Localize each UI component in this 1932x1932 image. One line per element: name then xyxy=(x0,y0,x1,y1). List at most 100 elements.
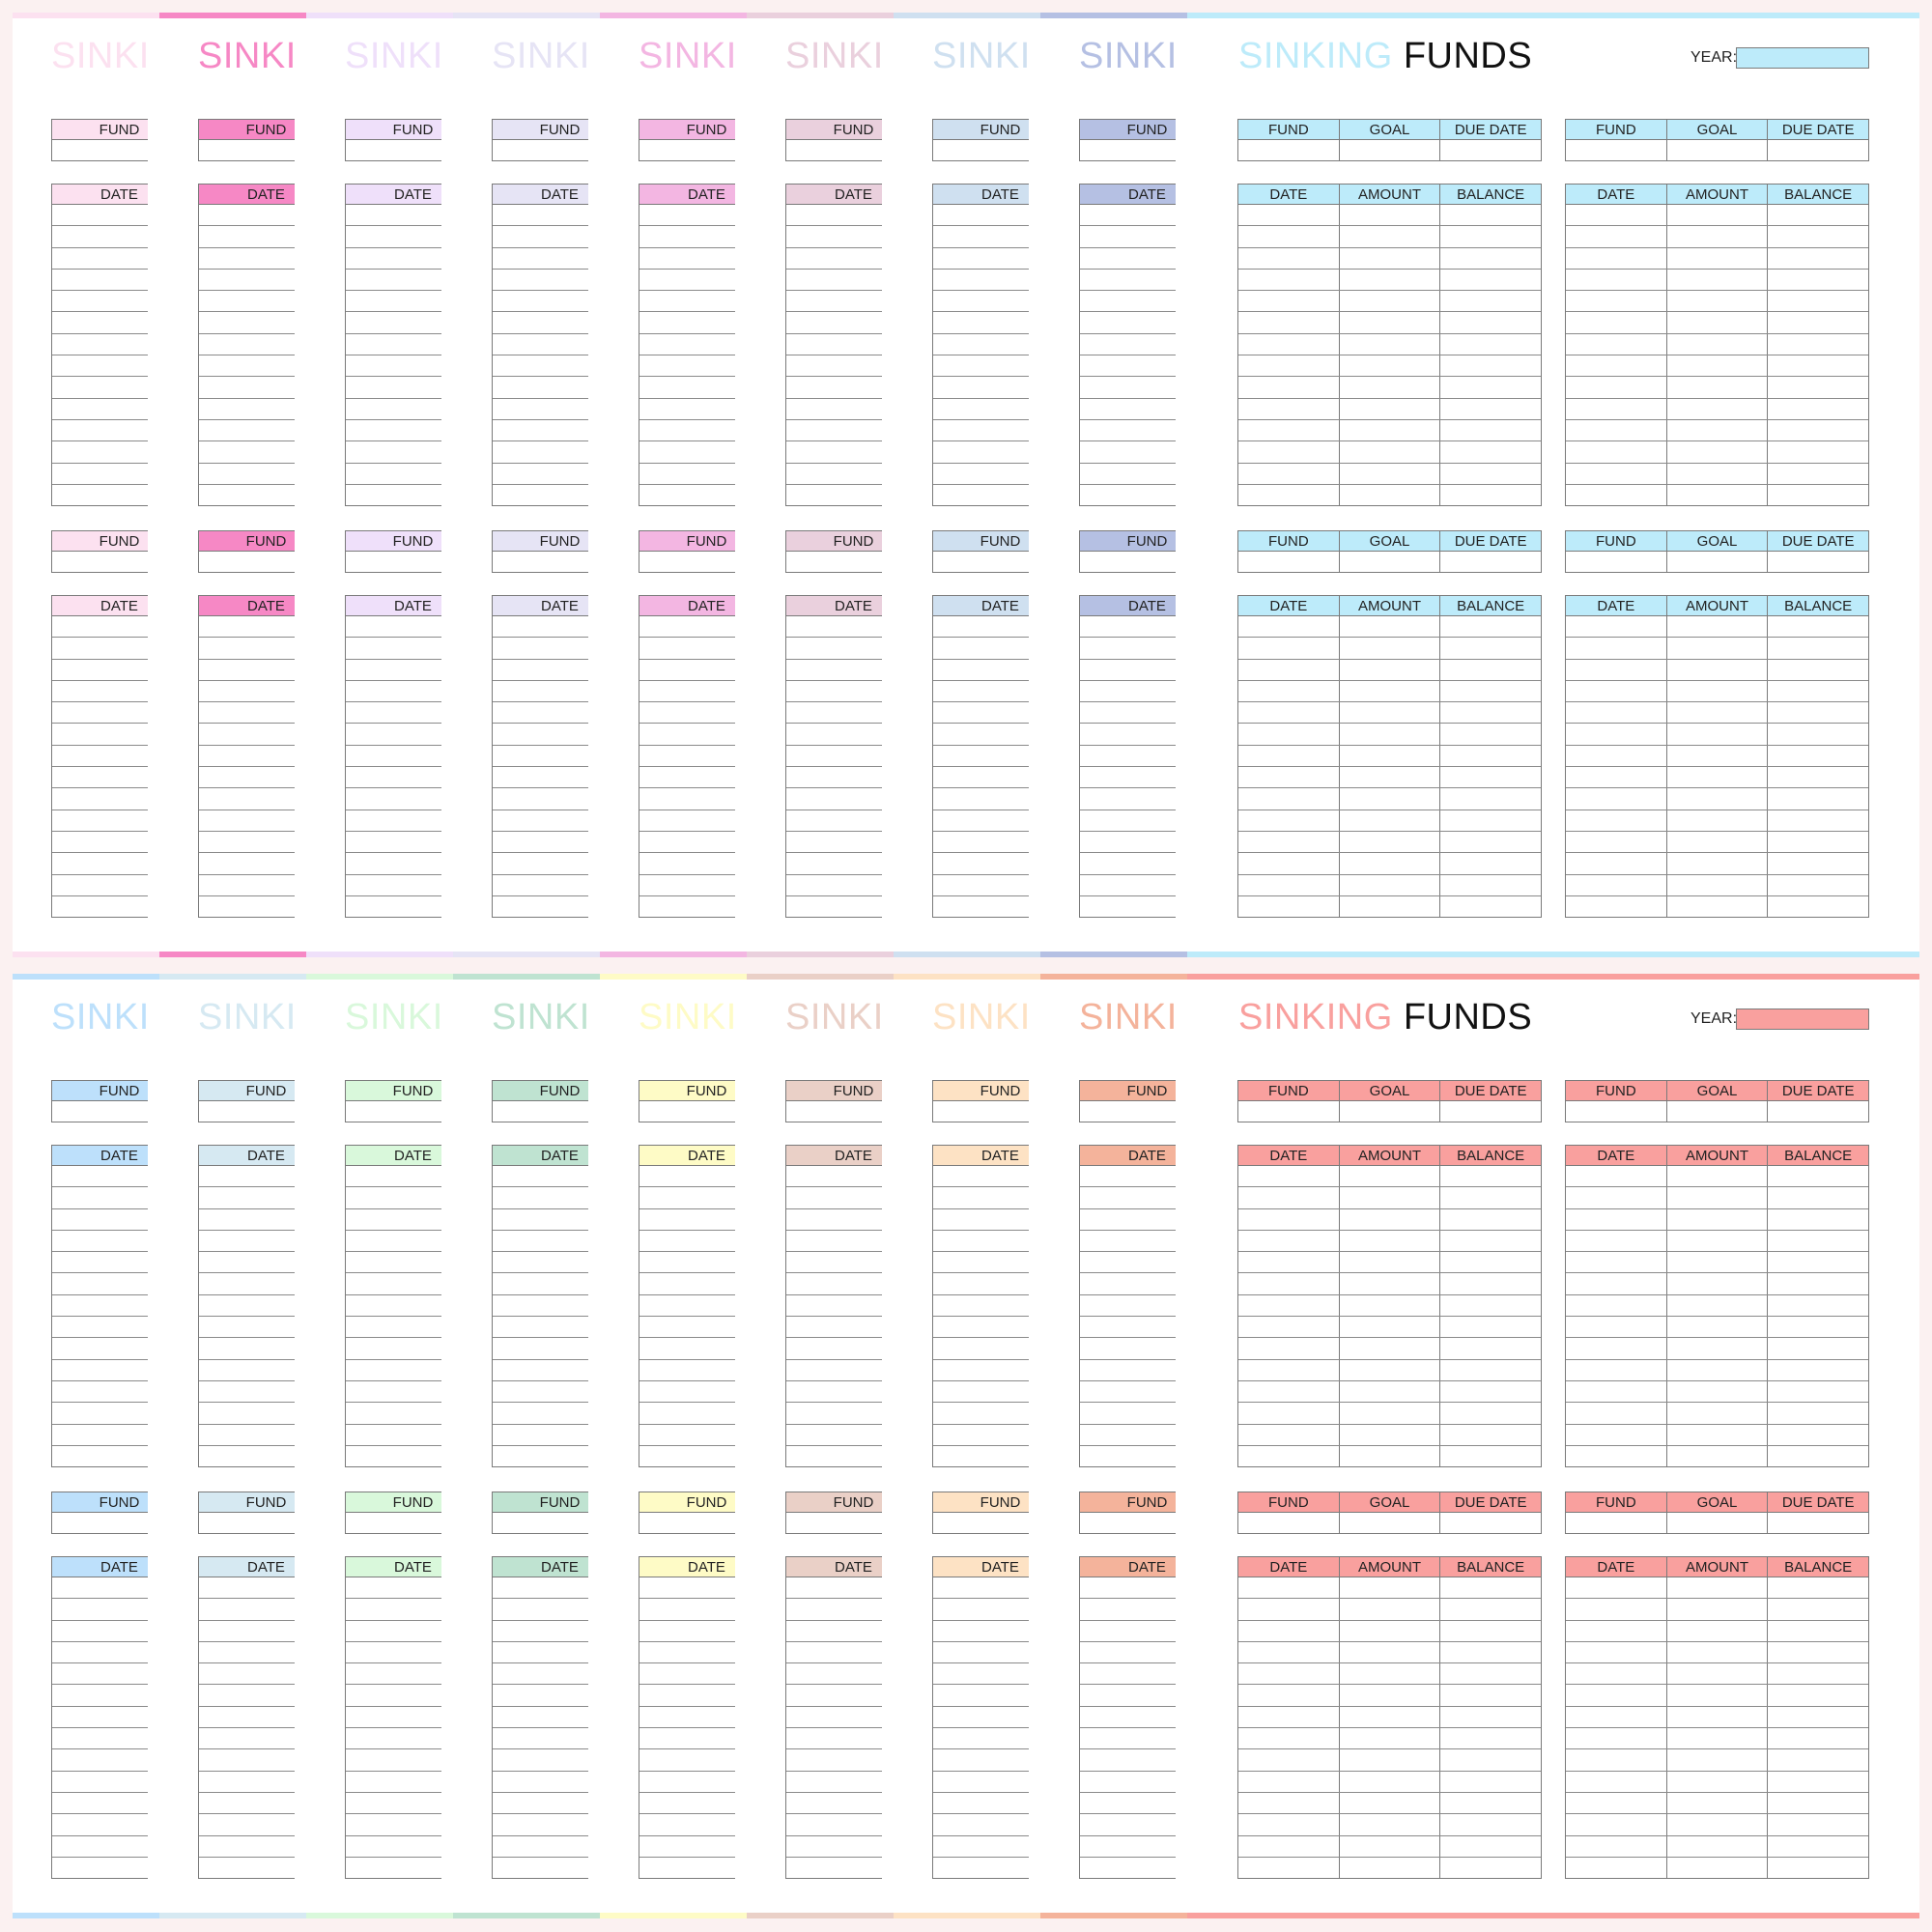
entry-cell[interactable] xyxy=(786,1577,882,1598)
entry-cell[interactable] xyxy=(933,205,1029,225)
entry-cell[interactable] xyxy=(1338,1577,1440,1599)
entry-cell[interactable] xyxy=(933,441,1029,462)
entry-cell[interactable] xyxy=(1439,767,1541,788)
entry-cell[interactable] xyxy=(1080,485,1176,506)
entry-cell[interactable] xyxy=(639,226,735,246)
year-input[interactable] xyxy=(1736,47,1869,69)
entry-cell[interactable] xyxy=(1338,291,1440,312)
entry-cell[interactable] xyxy=(786,1209,882,1230)
entry-cell[interactable] xyxy=(1338,874,1440,895)
entry-cell[interactable] xyxy=(199,1209,295,1230)
entry-cell[interactable] xyxy=(933,1166,1029,1186)
entry-cell[interactable] xyxy=(1566,810,1666,831)
entry-cell[interactable] xyxy=(1767,1641,1868,1663)
entry-cell[interactable] xyxy=(1439,1294,1541,1317)
entry-cell[interactable] xyxy=(1767,1835,1868,1857)
entry-cell[interactable] xyxy=(346,853,441,873)
entry-cell[interactable] xyxy=(1767,291,1868,312)
entry-cell[interactable] xyxy=(639,1252,735,1272)
entry-cell[interactable] xyxy=(52,485,148,506)
entry-cell[interactable] xyxy=(1338,1663,1440,1685)
entry-cell[interactable] xyxy=(1080,441,1176,462)
entry-cell[interactable] xyxy=(1080,1209,1176,1230)
entry-cell[interactable] xyxy=(493,355,588,376)
entry-cell[interactable] xyxy=(786,1101,882,1122)
entry-cell[interactable] xyxy=(1080,291,1176,311)
entry-cell[interactable] xyxy=(639,1317,735,1337)
entry-cell[interactable] xyxy=(1080,1187,1176,1208)
entry-cell[interactable] xyxy=(52,1231,148,1251)
entry-cell[interactable] xyxy=(639,875,735,895)
entry-cell[interactable] xyxy=(52,399,148,419)
entry-cell[interactable] xyxy=(52,767,148,787)
entry-cell[interactable] xyxy=(1338,269,1440,291)
entry-cell[interactable] xyxy=(639,746,735,766)
entry-cell[interactable] xyxy=(493,1858,588,1879)
entry-cell[interactable] xyxy=(199,1772,295,1792)
entry-cell[interactable] xyxy=(1665,291,1768,312)
entry-cell[interactable] xyxy=(1566,464,1666,484)
entry-cell[interactable] xyxy=(1665,1294,1768,1317)
entry-cell[interactable] xyxy=(1566,552,1666,573)
entry-cell[interactable] xyxy=(933,638,1029,658)
entry-cell[interactable] xyxy=(1665,702,1768,724)
entry-cell[interactable] xyxy=(933,312,1029,332)
entry-cell[interactable] xyxy=(1080,1793,1176,1813)
entry-cell[interactable] xyxy=(346,1317,441,1337)
entry-cell[interactable] xyxy=(786,1360,882,1380)
entry-cell[interactable] xyxy=(346,420,441,440)
entry-cell[interactable] xyxy=(1566,1252,1666,1272)
entry-cell[interactable] xyxy=(346,312,441,332)
entry-cell[interactable] xyxy=(639,724,735,744)
entry-cell[interactable] xyxy=(1665,1338,1768,1359)
entry-cell[interactable] xyxy=(1665,1771,1768,1792)
entry-cell[interactable] xyxy=(1338,1685,1440,1706)
entry-cell[interactable] xyxy=(1080,1273,1176,1293)
entry-cell[interactable] xyxy=(933,1577,1029,1598)
entry-cell[interactable] xyxy=(199,1317,295,1337)
entry-cell[interactable] xyxy=(933,1273,1029,1293)
entry-cell[interactable] xyxy=(1767,895,1868,919)
entry-cell[interactable] xyxy=(1665,1166,1768,1187)
entry-cell[interactable] xyxy=(1566,724,1666,744)
entry-cell[interactable] xyxy=(786,312,882,332)
entry-cell[interactable] xyxy=(493,1599,588,1619)
entry-cell[interactable] xyxy=(1439,552,1541,573)
entry-cell[interactable] xyxy=(1338,1403,1440,1424)
entry-cell[interactable] xyxy=(52,1793,148,1813)
entry-cell[interactable] xyxy=(199,552,295,573)
entry-cell[interactable] xyxy=(1439,269,1541,291)
entry-cell[interactable] xyxy=(1238,205,1339,225)
entry-cell[interactable] xyxy=(933,140,1029,161)
entry-cell[interactable] xyxy=(1665,1230,1768,1252)
entry-cell[interactable] xyxy=(1439,1445,1541,1468)
entry-cell[interactable] xyxy=(639,660,735,680)
entry-cell[interactable] xyxy=(1439,291,1541,312)
entry-cell[interactable] xyxy=(1338,1338,1440,1359)
entry-cell[interactable] xyxy=(1238,1513,1339,1534)
entry-cell[interactable] xyxy=(1238,1814,1339,1834)
entry-cell[interactable] xyxy=(52,1685,148,1705)
entry-cell[interactable] xyxy=(933,681,1029,701)
entry-cell[interactable] xyxy=(52,1728,148,1748)
entry-cell[interactable] xyxy=(493,746,588,766)
entry-cell[interactable] xyxy=(786,616,882,637)
entry-cell[interactable] xyxy=(1238,399,1339,419)
entry-cell[interactable] xyxy=(346,1101,441,1122)
entry-cell[interactable] xyxy=(1566,853,1666,873)
entry-cell[interactable] xyxy=(1238,1403,1339,1423)
entry-cell[interactable] xyxy=(1566,1187,1666,1208)
entry-cell[interactable] xyxy=(933,702,1029,723)
entry-cell[interactable] xyxy=(933,1793,1029,1813)
entry-cell[interactable] xyxy=(346,832,441,852)
entry-cell[interactable] xyxy=(1238,1707,1339,1727)
entry-cell[interactable] xyxy=(493,1642,588,1662)
entry-cell[interactable] xyxy=(933,853,1029,873)
entry-cell[interactable] xyxy=(1767,1380,1868,1403)
entry-cell[interactable] xyxy=(52,832,148,852)
entry-cell[interactable] xyxy=(1767,1101,1868,1122)
entry-cell[interactable] xyxy=(1238,616,1339,637)
entry-cell[interactable] xyxy=(1338,247,1440,269)
entry-cell[interactable] xyxy=(346,291,441,311)
entry-cell[interactable] xyxy=(493,1166,588,1186)
